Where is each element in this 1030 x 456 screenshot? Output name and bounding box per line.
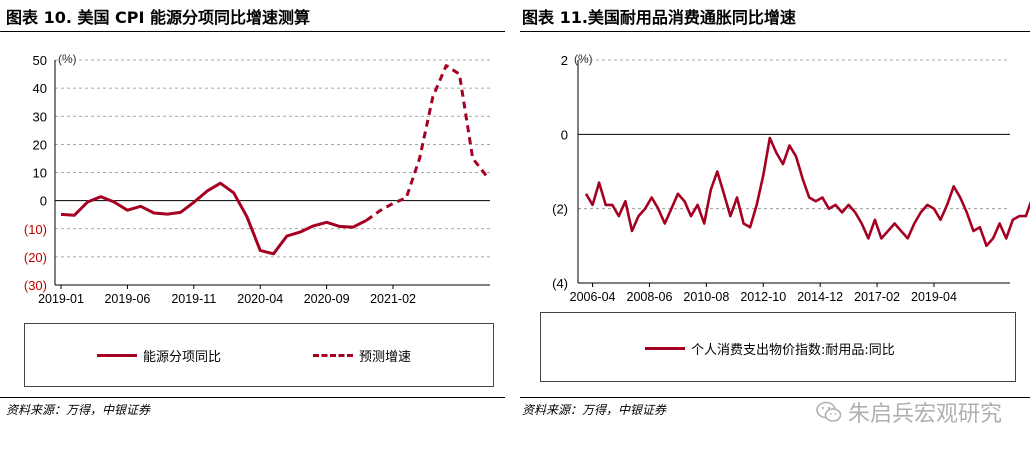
left-unit-label: (%) [58, 52, 77, 66]
legend-label-durables: 个人消费支出物价指数:耐用品:同比 [691, 343, 895, 358]
legend-item-forecast: 预测增速 [313, 346, 411, 365]
left-y-tick-label: 10 [33, 166, 47, 181]
left-source-note: 资料来源：万得，中银证券 [6, 403, 151, 417]
legend-item-durables: 个人消费支出物价指数:耐用品:同比 [645, 339, 895, 358]
left-x-tick-label: 2020-09 [304, 292, 350, 306]
wechat-icon [816, 401, 842, 423]
right-chart-title: 图表 11.美国耐用品消费通胀同比增速 [522, 8, 796, 27]
left-y-tick-label: (10) [24, 222, 47, 237]
left-y-tick-label: (30) [24, 278, 47, 293]
right-x-tick-label: 2006-04 [570, 290, 616, 304]
right-unit-label: (%) [574, 52, 593, 66]
legend-label-forecast: 预测增速 [359, 350, 412, 365]
series-line-forecast [365, 64, 488, 222]
legend-dashed-line [313, 354, 353, 357]
right-x-tick-label: 2019-04 [911, 290, 957, 304]
right-title-divider [520, 31, 1030, 32]
right-x-tick-label: 2008-06 [627, 290, 673, 304]
left-chart-title: 图表 10. 美国 CPI 能源分项同比增速测算 [6, 8, 311, 27]
right-legend: 个人消费支出物价指数:耐用品:同比 [540, 312, 1016, 382]
left-y-tick-label: 0 [40, 194, 47, 209]
left-line-chart: (%) 50 40 30 20 10 0 (10) (20) (30)2019-01 2019-06… [24, 52, 490, 306]
right-source-divider [520, 397, 1030, 398]
right-line-chart: (%) 2 0 (2) (4)2006-04 2008-06 2010-08 2012-10 2… [552, 52, 1030, 304]
right-x-tick-label: 2014-12 [797, 290, 843, 304]
right-chart-panel: 图表 11.美国耐用品消费通胀同比增速 (%) 2 0 (2) (4) 2006-04 20… [520, 0, 1030, 456]
left-y-tick-label: 40 [33, 81, 47, 96]
series-line-energy-yoy [60, 181, 368, 256]
left-y-tick-label: (20) [24, 250, 47, 265]
left-x-tick-label: 2019-01 [38, 292, 84, 306]
right-y-tick-label: (4) [552, 276, 568, 291]
left-y-tick-label: 20 [33, 137, 47, 152]
watermark: 朱启兵宏观研究 [816, 396, 1002, 428]
right-y-tick-label: 0 [561, 127, 568, 142]
right-y-tick-label: 2 [561, 53, 568, 68]
left-x-tick-label: 2021-02 [370, 292, 416, 306]
right-y-tick-label: (2) [552, 202, 568, 217]
watermark-text: 朱启兵宏观研究 [847, 402, 1002, 427]
series-line-durables-pce-yoy [584, 136, 1030, 248]
left-y-tick-label: 30 [33, 109, 47, 124]
left-x-tick-label: 2019-11 [171, 292, 216, 306]
legend-item-actual: 能源分项同比 [97, 346, 221, 365]
left-x-tick-label: 2019-06 [104, 292, 150, 306]
left-y-tick-label: 50 [33, 53, 47, 68]
legend-label-actual: 能源分项同比 [143, 350, 222, 365]
left-title-divider [0, 31, 505, 32]
legend-solid-line [645, 347, 685, 350]
right-x-tick-label: 2010-08 [683, 290, 729, 304]
left-legend: 能源分项同比 预测增速 [24, 323, 494, 387]
right-source-note: 资料来源：万得，中银证券 [522, 403, 667, 417]
left-source-divider [0, 397, 505, 398]
right-x-tick-label: 2017-02 [854, 290, 900, 304]
right-x-tick-label: 2012-10 [740, 290, 786, 304]
left-chart-panel: 图表 10. 美国 CPI 能源分项同比增速测算 (%) 50 40 30 20 10 0(… [0, 0, 505, 456]
left-x-tick-label: 2020-04 [237, 292, 283, 306]
legend-solid-line [97, 354, 137, 357]
